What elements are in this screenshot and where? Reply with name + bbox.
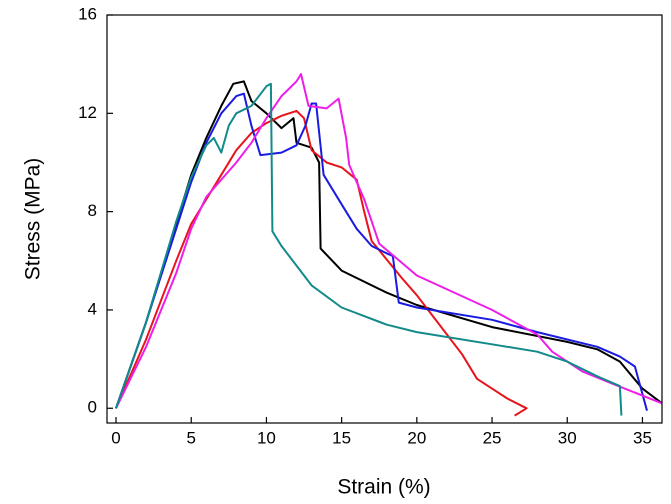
x-tick-label: 5 bbox=[186, 428, 195, 447]
plot-frame bbox=[106, 14, 663, 424]
y-tick-label: 4 bbox=[88, 299, 97, 318]
y-axis-title: Stress (MPa) bbox=[22, 158, 45, 281]
x-axis-title: Strain (%) bbox=[337, 476, 430, 499]
series-line bbox=[115, 82, 623, 416]
x-tick-label: 15 bbox=[332, 428, 351, 447]
series-line bbox=[115, 73, 663, 409]
y-tick-label: 12 bbox=[78, 103, 97, 122]
x-tick-label: 20 bbox=[407, 428, 426, 447]
series-line bbox=[115, 80, 663, 409]
series-line bbox=[115, 92, 648, 411]
x-tick-label: 25 bbox=[483, 428, 502, 447]
series-line bbox=[115, 109, 528, 417]
x-tick-label: 0 bbox=[111, 428, 120, 447]
y-tick-label: 0 bbox=[88, 398, 97, 417]
x-tick-label: 30 bbox=[558, 428, 577, 447]
y-tick-label: 16 bbox=[78, 4, 97, 23]
x-tick-label: 10 bbox=[257, 428, 276, 447]
y-tick-label: 8 bbox=[88, 201, 97, 220]
x-tick-label: 35 bbox=[633, 428, 652, 447]
